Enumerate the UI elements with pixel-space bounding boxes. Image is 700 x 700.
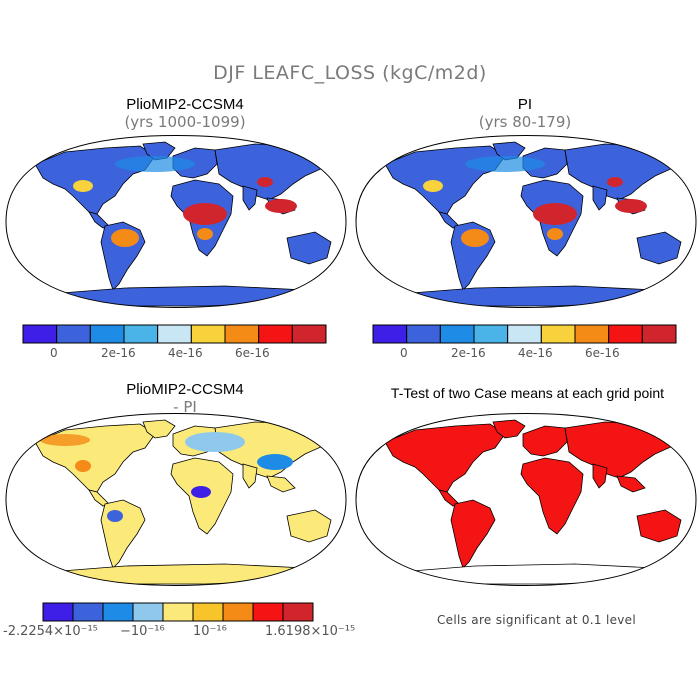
arctic-positive <box>40 434 90 446</box>
amazon-negative <box>107 510 123 522</box>
colorbar-swatch <box>192 602 224 622</box>
panel-subtitle-years: (yrs 80-179) <box>478 113 572 131</box>
tropical-africa-high <box>183 203 227 225</box>
colorbar-swatch <box>641 324 677 344</box>
map-frame <box>5 134 347 309</box>
colorbar-swatch <box>291 324 327 344</box>
colorbar-swatch <box>56 324 91 344</box>
continent-india <box>592 463 608 489</box>
colorbar-swatch <box>282 602 314 622</box>
panel-subtitle-years: (yrs 1000-1099) <box>124 113 246 131</box>
amazon-moderate <box>461 229 489 247</box>
se-asia-high <box>615 199 647 213</box>
map-pliomip-absolute <box>5 134 347 309</box>
colorbar-swatch <box>252 602 284 622</box>
map-pi-absolute <box>355 134 697 309</box>
south-africa-moderate <box>547 228 563 240</box>
map-frame <box>355 412 697 587</box>
colorbar-tick-label: -2.2254×10⁻¹⁵ <box>3 624 98 639</box>
figure-title: DJF LEAFC_LOSS (kgC/m2d) <box>213 62 487 84</box>
se-asia-high <box>265 199 297 213</box>
south-africa-moderate <box>197 228 213 240</box>
asia-negative <box>257 454 293 470</box>
colorbar-swatch <box>258 324 293 344</box>
panel-title-pliomip: PlioMIP2-CCSM4 <box>126 96 244 113</box>
colorbar-swatch <box>372 324 408 344</box>
colorbar-swatch <box>507 324 542 344</box>
continent-india <box>592 185 608 211</box>
continent-australia <box>286 231 332 265</box>
colorbar-swatch <box>222 602 254 622</box>
colorbar-tick-label: 2e-16 <box>451 346 486 360</box>
colorbar-tick-label: 1.6198×10⁻¹⁵ <box>265 624 356 639</box>
colorbar-swatch <box>123 324 159 344</box>
colorbar-tick-label: 10⁻¹⁶ <box>193 624 227 639</box>
colorbar-swatch <box>540 324 576 344</box>
continent-northAmerica <box>384 423 506 493</box>
continent-seAsia <box>266 475 296 493</box>
colorbar-tick-label: 6e-16 <box>235 346 270 360</box>
colorbar-swatch <box>224 324 260 344</box>
africa-strong-negative <box>191 486 211 498</box>
amazon-moderate <box>111 229 139 247</box>
continent-india <box>242 185 258 211</box>
colorbar-swatch <box>162 602 194 622</box>
colorbar-tick-label: 0 <box>50 346 58 360</box>
tropical-africa-high <box>533 203 577 225</box>
continent-europe <box>522 425 568 457</box>
map-ttest-significance <box>355 412 697 587</box>
colorbar-swatch <box>190 324 226 344</box>
colorbar-tick-label: 0 <box>400 346 408 360</box>
colorbar-swatch <box>89 324 125 344</box>
continent-greenland <box>142 419 176 439</box>
colorbar-swatch <box>473 324 509 344</box>
colorbar-swatch <box>439 324 475 344</box>
na-positive <box>75 460 91 472</box>
map-frame <box>5 412 347 587</box>
continent-australia <box>286 509 332 543</box>
colorbar-absolute-left <box>22 324 327 344</box>
continent-australia <box>636 509 682 543</box>
colorbar-swatch <box>574 324 610 344</box>
colorbar-swatch <box>608 324 643 344</box>
china-high <box>607 177 623 187</box>
colorbar-swatch <box>42 602 74 622</box>
colorbar-swatch <box>406 324 441 344</box>
panel-title-ttest: T-Test of two Case means at each grid po… <box>390 385 665 401</box>
map-frame <box>355 134 697 309</box>
continent-seAsia <box>616 475 646 493</box>
continent-australia <box>636 231 682 265</box>
panel-subtitle-minus-pi: - PI <box>173 398 197 416</box>
panel-title-pi: PI <box>517 96 533 113</box>
colorbar-swatch <box>22 324 58 344</box>
colorbar-difference <box>42 602 314 622</box>
significance-footnote: Cells are significant at 0.1 level <box>437 613 637 627</box>
colorbar-tick-label: 4e-16 <box>168 346 203 360</box>
colorbar-swatch <box>132 602 164 622</box>
boreal-mid <box>115 156 195 172</box>
colorbar-tick-label: 4e-16 <box>518 346 553 360</box>
continent-india <box>242 463 258 489</box>
continent-greenland <box>492 419 526 439</box>
colorbar-swatch <box>157 324 192 344</box>
europe-negative <box>185 432 245 452</box>
na-east-moderate <box>73 180 93 192</box>
colorbar-swatch <box>102 602 134 622</box>
na-east-moderate <box>423 180 443 192</box>
continent-southAmerica <box>450 499 496 569</box>
china-high <box>257 177 273 187</box>
colorbar-tick-label: 2e-16 <box>101 346 136 360</box>
colorbar-absolute-right <box>372 324 677 344</box>
boreal-mid <box>465 156 545 172</box>
colorbar-tick-label: −10⁻¹⁶ <box>120 624 165 639</box>
colorbar-swatch <box>72 602 104 622</box>
continent-africa <box>520 457 584 535</box>
map-difference <box>5 412 347 587</box>
colorbar-tick-label: 6e-16 <box>585 346 620 360</box>
panel-title-difference: PlioMIP2-CCSM4 <box>126 381 244 398</box>
